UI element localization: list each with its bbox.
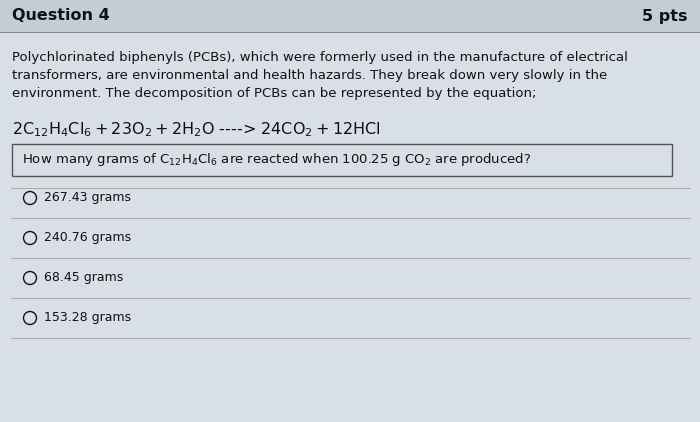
FancyBboxPatch shape bbox=[12, 144, 672, 176]
FancyBboxPatch shape bbox=[0, 0, 700, 32]
Text: Polychlorinated biphenyls (PCBs), which were formerly used in the manufacture of: Polychlorinated biphenyls (PCBs), which … bbox=[12, 51, 628, 65]
Text: 267.43 grams: 267.43 grams bbox=[44, 192, 131, 205]
Text: 240.76 grams: 240.76 grams bbox=[44, 232, 131, 244]
Text: 5 pts: 5 pts bbox=[643, 8, 688, 24]
Text: 153.28 grams: 153.28 grams bbox=[44, 311, 131, 325]
Text: transformers, are environmental and health hazards. They break down very slowly : transformers, are environmental and heal… bbox=[12, 70, 608, 82]
Text: How many grams of $\mathregular{C_{12}H_4Cl_6}$ are reacted when 100.25 g $\math: How many grams of $\mathregular{C_{12}H_… bbox=[22, 151, 531, 168]
Text: Question 4: Question 4 bbox=[12, 8, 110, 24]
Text: 68.45 grams: 68.45 grams bbox=[44, 271, 123, 284]
Text: environment. The decomposition of PCBs can be represented by the equation;: environment. The decomposition of PCBs c… bbox=[12, 87, 536, 100]
Text: $\mathregular{2C_{12}H_4Cl_6 + 23O_2 + 2H_2O}$ ----> $\mathregular{24CO_2 + 12HC: $\mathregular{2C_{12}H_4Cl_6 + 23O_2 + 2… bbox=[12, 121, 381, 139]
